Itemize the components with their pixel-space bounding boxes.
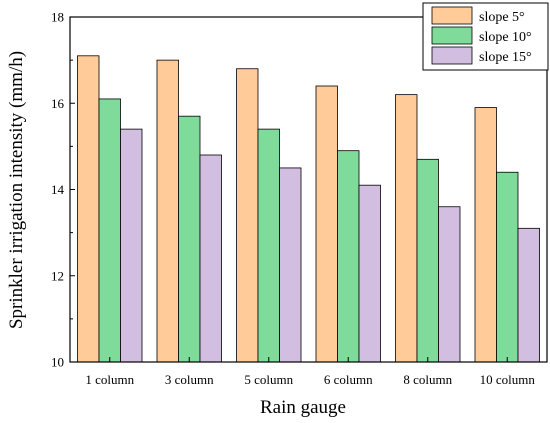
y-tick-label: 10 [51, 355, 64, 370]
bar-3-3 [279, 167, 302, 363]
bar-2-4 [337, 150, 360, 363]
y-tick-label: 16 [51, 96, 65, 111]
y-tick-label: 12 [51, 268, 64, 283]
x-axis-title: Rain gauge [260, 397, 346, 418]
bar-1-4 [315, 85, 338, 363]
bar-3-4 [358, 184, 381, 363]
legend: slope 5° slope 10° slope 15° [422, 2, 549, 71]
bar-2-5 [416, 158, 439, 363]
bar-3-6 [517, 227, 540, 363]
legend-swatch-slope-15 [431, 46, 473, 65]
bar-1-6 [474, 107, 497, 363]
ticks-layer: 10 12 14 16 18 1 column 3 column 5 column 6 colu… [51, 10, 535, 388]
bar-1-1 [77, 55, 100, 363]
bar-1-2 [156, 59, 179, 363]
bar-2-2 [178, 115, 201, 363]
bar-1-3 [236, 68, 259, 363]
bar-3-1 [120, 128, 143, 363]
legend-label-slope-10: slope 10° [479, 30, 532, 45]
x-tick-label: 8 column [403, 372, 452, 387]
x-tick-label: 3 column [165, 372, 214, 387]
bar-3-2 [199, 154, 222, 363]
legend-label-slope-5: slope 5° [479, 10, 525, 25]
bar-2-1 [98, 98, 121, 363]
legend-label-slope-15: slope 15° [479, 50, 532, 65]
bar-1-5 [395, 94, 418, 363]
bar-2-6 [496, 171, 519, 363]
x-tick-label: 1 column [85, 372, 134, 387]
legend-swatch-slope-10 [431, 26, 473, 45]
legend-swatch-slope-5 [431, 6, 473, 25]
x-tick-label: 10 column [480, 372, 536, 387]
y-tick-label: 14 [51, 182, 65, 197]
bar-2-3 [257, 128, 280, 363]
x-tick-label: 6 column [324, 372, 373, 387]
x-tick-label: 5 column [244, 372, 293, 387]
bar-3-5 [438, 206, 461, 363]
y-tick-label: 18 [51, 10, 64, 25]
bars-layer [77, 55, 540, 363]
y-axis-title: Sprinkler irrigation intensity (mm/h) [6, 51, 27, 329]
